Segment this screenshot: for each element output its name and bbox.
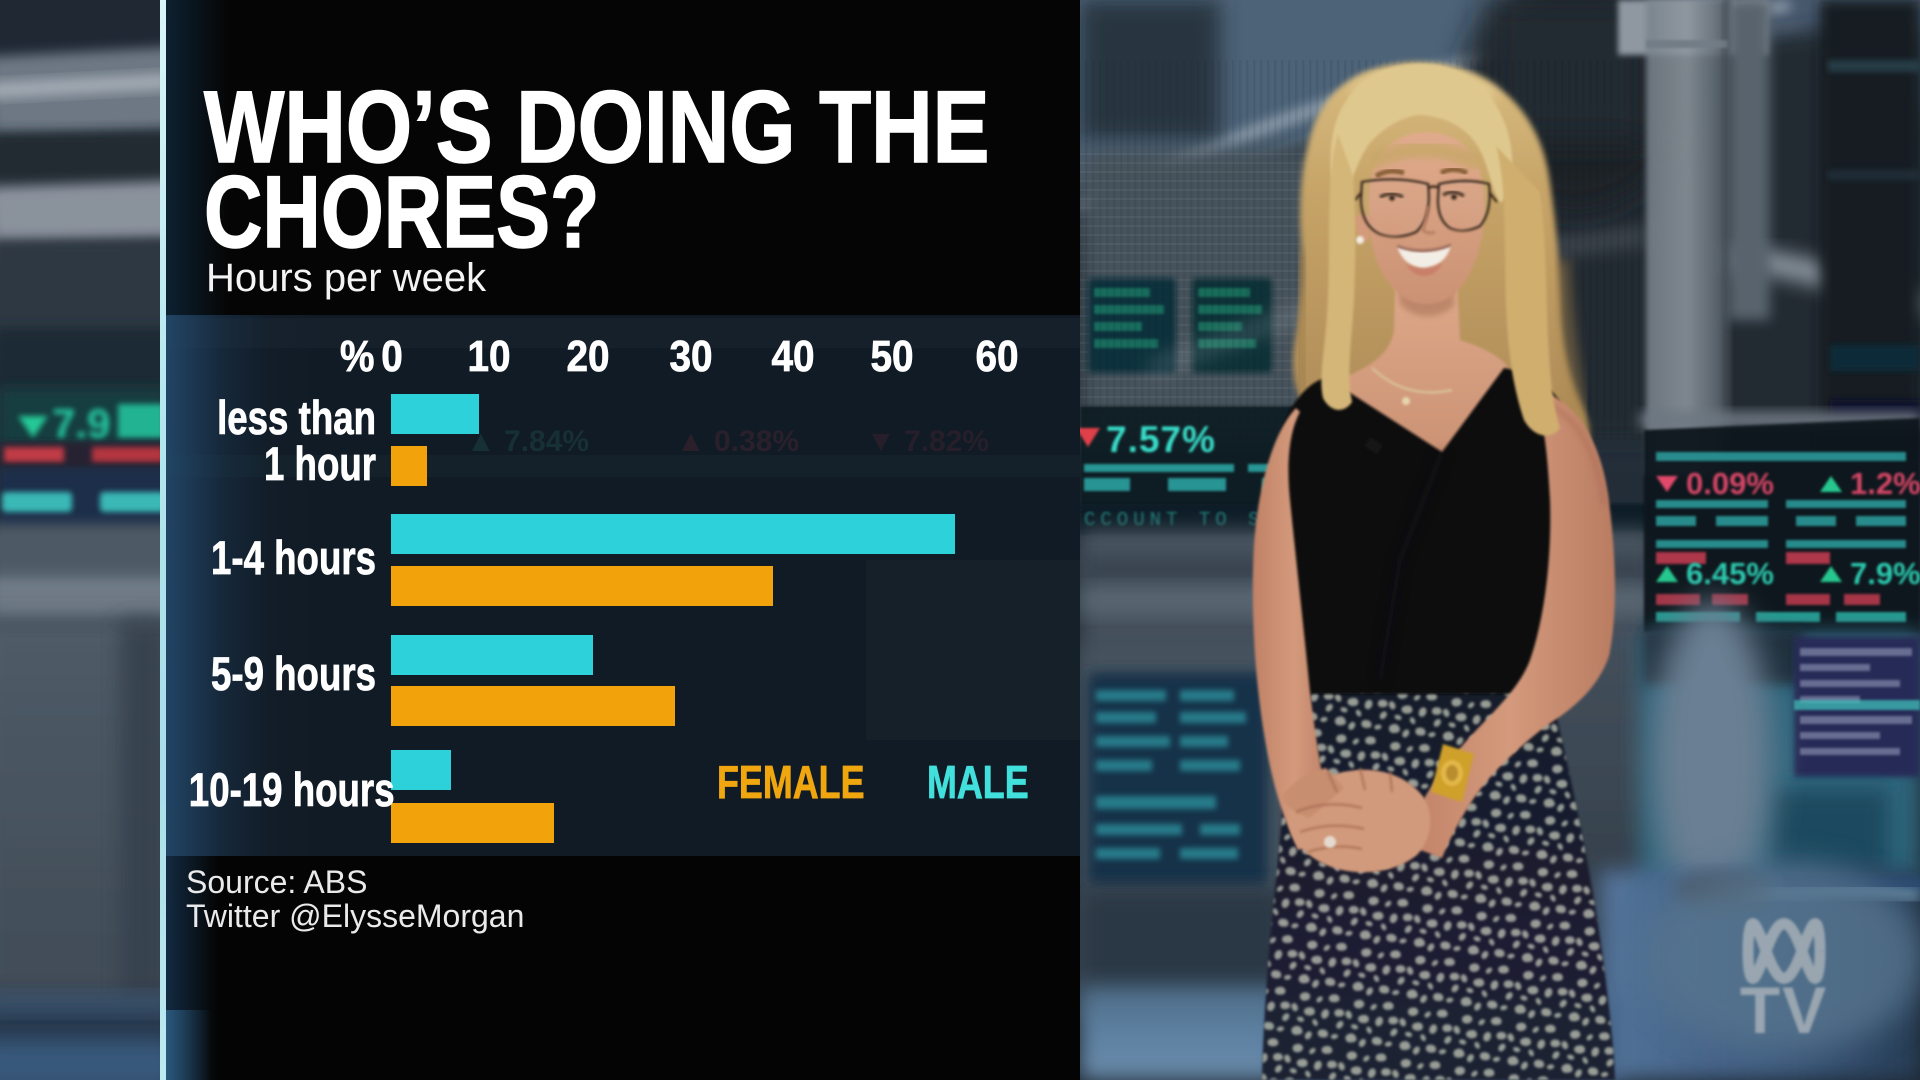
svg-text:7.9%: 7.9%	[1850, 556, 1920, 591]
svg-text:0.09%: 0.09%	[1686, 466, 1774, 501]
svg-text:7.57%: 7.57%	[1106, 419, 1216, 460]
svg-text:7.9: 7.9	[52, 400, 110, 447]
svg-text:6.45%: 6.45%	[1686, 556, 1774, 591]
svg-text:1.2%: 1.2%	[1850, 466, 1920, 501]
svg-text:TV: TV	[1740, 973, 1828, 1047]
